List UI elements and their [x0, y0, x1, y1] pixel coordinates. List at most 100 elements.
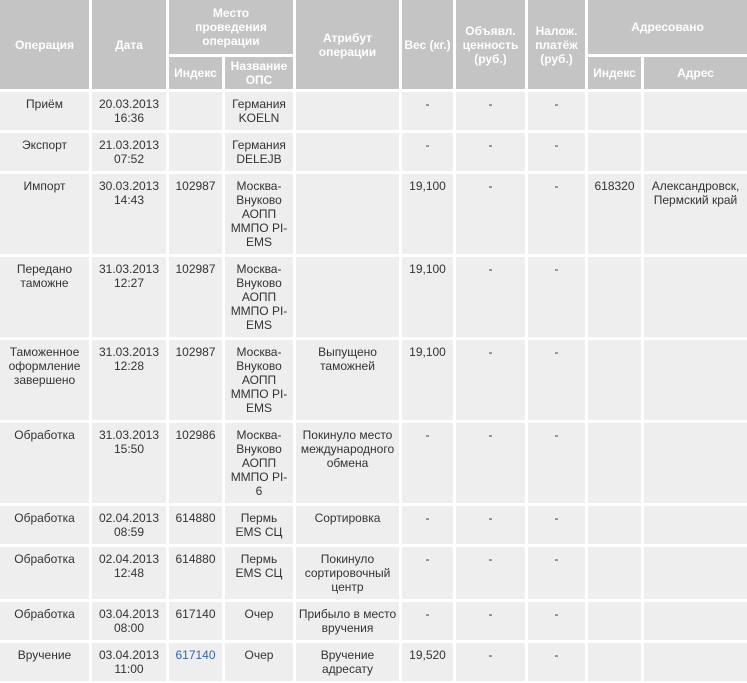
declared-value-cell: - [456, 602, 525, 640]
header-addressed-group: Адресовано [588, 0, 747, 54]
date-cell: 02.04.2013 12:48 [92, 547, 166, 599]
time-value: 07:52 [113, 152, 145, 166]
place-index-cell: 102987 [169, 174, 222, 254]
addressed-index-cell [588, 602, 641, 640]
declared-value-cell: - [456, 423, 525, 503]
place-index-cell [169, 92, 222, 130]
table-row: Обработка 31.03.2013 15:50 102986 Москва… [0, 423, 747, 503]
operation-cell: Приём [0, 92, 89, 130]
declared-value-cell: - [456, 340, 525, 420]
weight-cell: 19,100 [402, 174, 453, 254]
date-value: 31.03.2013 [98, 262, 160, 276]
attribute-cell [296, 174, 399, 254]
header-place-name: Название ОПС [225, 57, 293, 89]
place-index-link[interactable]: 617140 [169, 643, 222, 681]
date-value: 02.04.2013 [98, 552, 160, 566]
table-row: Обработка 02.04.2013 08:59 614880 Пермь … [0, 506, 747, 544]
time-value: 14:43 [113, 193, 145, 207]
table-row: Таможенное оформление завершено 31.03.20… [0, 340, 747, 420]
place-name-cell: Москва-Внуково АОПП ММПО PI-EMS [225, 340, 293, 420]
addressed-address-cell [644, 133, 747, 171]
header-place-group-label: Место проведения операции [195, 6, 267, 48]
addressed-address-cell [644, 547, 747, 599]
table-row: Приём 20.03.2013 16:36 Германия KOELN - … [0, 92, 747, 130]
addressed-index-cell [588, 506, 641, 544]
table-body: Приём 20.03.2013 16:36 Германия KOELN - … [0, 92, 747, 681]
addressed-address-cell [644, 340, 747, 420]
weight-cell: - [402, 602, 453, 640]
operation-cell: Вручение [0, 643, 89, 681]
place-name-cell: Пермь EMS СЦ [225, 506, 293, 544]
declared-value-cell: - [456, 547, 525, 599]
addressed-index-cell [588, 257, 641, 337]
place-name-cell: Очер [225, 602, 293, 640]
cod-cell: - [528, 547, 585, 599]
header-declared-value: Объявл. ценность (руб.) [456, 0, 525, 89]
time-value: 12:48 [113, 566, 145, 580]
cod-cell: - [528, 340, 585, 420]
date-cell: 31.03.2013 12:27 [92, 257, 166, 337]
addressed-index-cell [588, 133, 641, 171]
date-cell: 03.04.2013 08:00 [92, 602, 166, 640]
declared-value-cell: - [456, 257, 525, 337]
date-value: 03.04.2013 [98, 607, 160, 621]
addressed-address-cell: Александровск, Пермский край [644, 174, 747, 254]
cod-cell: - [528, 423, 585, 503]
place-name-cell: Германия DELEJB [225, 133, 293, 171]
addressed-address-cell [644, 92, 747, 130]
date-cell: 31.03.2013 15:50 [92, 423, 166, 503]
header-date: Дата [92, 0, 166, 89]
date-value: 02.04.2013 [98, 511, 160, 525]
time-value: 15:50 [113, 442, 145, 456]
header-weight: Вес (кг.) [402, 0, 453, 89]
header-place-group: Место проведения операции [169, 0, 293, 54]
table-row: Передано таможне 31.03.2013 12:27 102987… [0, 257, 747, 337]
addressed-index-cell: 618320 [588, 174, 641, 254]
attribute-cell: Покинуло место международного обмена [296, 423, 399, 503]
header-operation: Операция [0, 0, 89, 89]
declared-value-cell: - [456, 506, 525, 544]
cod-cell: - [528, 92, 585, 130]
declared-value-cell: - [456, 643, 525, 681]
date-cell: 20.03.2013 16:36 [92, 92, 166, 130]
attribute-cell [296, 133, 399, 171]
place-index-cell: 614880 [169, 506, 222, 544]
cod-cell: - [528, 257, 585, 337]
header-addressed-address: Адрес [644, 57, 747, 89]
weight-cell: 19,100 [402, 340, 453, 420]
place-name-cell: Германия KOELN [225, 92, 293, 130]
header-place-index: Индекс [169, 57, 222, 89]
time-value: 08:00 [113, 621, 145, 635]
attribute-cell [296, 257, 399, 337]
place-index-cell: 102987 [169, 340, 222, 420]
addressed-address-cell [644, 506, 747, 544]
attribute-cell: Сортировка [296, 506, 399, 544]
attribute-cell [296, 92, 399, 130]
cod-cell: - [528, 643, 585, 681]
addressed-address-cell [644, 643, 747, 681]
table-row: Экспорт 21.03.2013 07:52 Германия DELEJB… [0, 133, 747, 171]
weight-cell: - [402, 92, 453, 130]
addressed-index-cell [588, 340, 641, 420]
weight-cell: - [402, 547, 453, 599]
attribute-cell: Выпущено таможней [296, 340, 399, 420]
addressed-index-cell [588, 643, 641, 681]
addressed-index-cell [588, 547, 641, 599]
date-cell: 02.04.2013 08:59 [92, 506, 166, 544]
time-value: 12:28 [113, 359, 145, 373]
time-value: 11:00 [114, 662, 144, 676]
date-cell: 30.03.2013 14:43 [92, 174, 166, 254]
place-name-cell: Пермь EMS СЦ [225, 547, 293, 599]
declared-value-cell: - [456, 174, 525, 254]
date-value: 30.03.2013 [98, 179, 160, 193]
weight-cell: - [402, 506, 453, 544]
date-value: 31.03.2013 [98, 428, 160, 442]
header-addressed-index: Индекс [588, 57, 641, 89]
place-index-cell: 614880 [169, 547, 222, 599]
date-value: 20.03.2013 [98, 97, 160, 111]
place-index-cell: 102986 [169, 423, 222, 503]
date-cell: 31.03.2013 12:28 [92, 340, 166, 420]
declared-value-cell: - [456, 133, 525, 171]
